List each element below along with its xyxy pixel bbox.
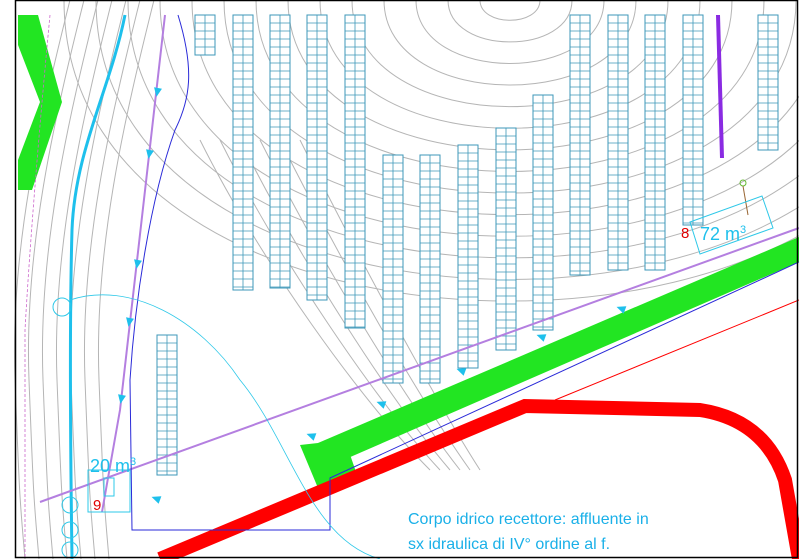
boundary [24,14,51,559]
flow-arrow [146,149,154,159]
contour [56,0,113,559]
flow-arrow [126,317,134,327]
flow-arrow [456,368,467,376]
flow-arrows [118,87,627,504]
flow-arrow [118,394,126,404]
basin-9-outline [87,469,131,513]
flow-arrow [536,334,547,342]
manhole [52,297,72,317]
flow-arrow [134,259,142,269]
basin-8-outline [689,195,774,255]
drain-line [129,14,799,531]
flow-arrow [616,306,627,314]
red-line [554,299,799,401]
frame [14,0,799,559]
channel-3 [716,14,724,159]
volume: 20 m [90,456,130,476]
flow-arrow [306,433,317,441]
contour [42,0,99,559]
road [157,398,799,559]
flow-arrow [376,401,387,409]
manhole [61,521,79,539]
manhole [61,496,79,514]
basin-id: 8 [681,225,689,242]
basin-9-inner [103,477,115,497]
flow-arrow [151,496,162,504]
contour [447,0,573,43]
green-area-left [18,15,62,190]
green-band [318,237,799,468]
volume: 72 m [700,224,740,244]
flow-arrow [154,87,162,97]
exponent: 3 [740,224,746,236]
panel-arrays [156,14,779,476]
basin-volume: 72 m3 [700,224,746,244]
pipe [742,185,749,216]
thin-stream [69,294,381,559]
contour [479,0,541,21]
basin-volume: 20 m3 [90,456,136,476]
channel-2 [39,227,799,503]
contour [415,0,605,64]
exponent: 3 [130,456,136,468]
basin-id: 9 [93,497,101,514]
note-line: sx idraulica di IV° ordine al f. [408,536,610,553]
note-line: Corpo idrico recettore: affluente in [408,511,649,528]
contour [199,139,431,471]
stream [69,14,127,559]
